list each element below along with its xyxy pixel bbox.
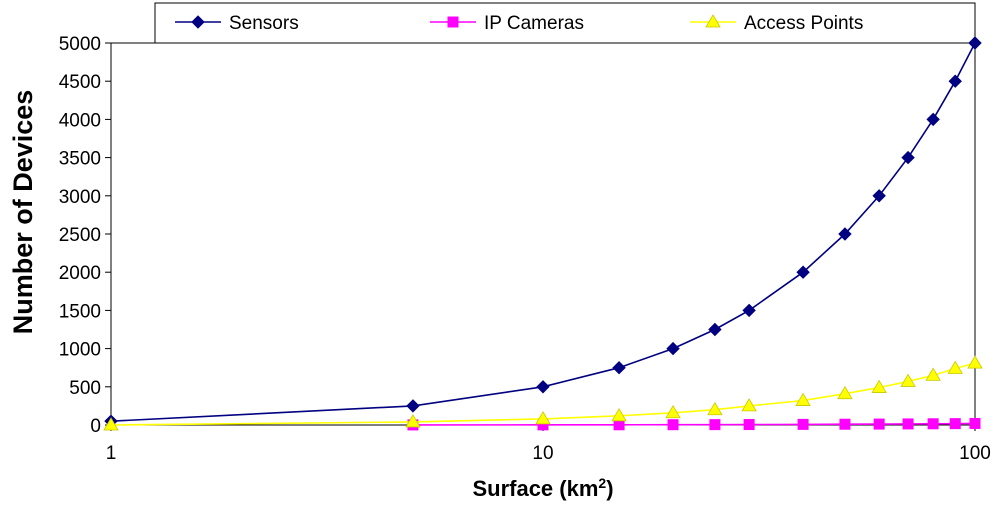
- access-point-marker: [871, 379, 887, 393]
- y-tick-label: 5000: [59, 34, 101, 55]
- legend-label: IP Cameras: [484, 13, 584, 34]
- camera-marker: [667, 419, 679, 431]
- sensor-marker: [536, 380, 550, 394]
- sensor-marker: [666, 341, 680, 356]
- y-tick-label: 1000: [59, 340, 101, 361]
- series-line: [110, 42, 976, 422]
- access-point-marker: [900, 373, 916, 387]
- y-tick-label: 2000: [59, 263, 101, 284]
- sensor-marker: [838, 227, 852, 241]
- access-point-marker: [103, 417, 119, 431]
- access-point-marker: [837, 385, 853, 400]
- legend-item: Sensors: [175, 13, 299, 34]
- legend-label: Access Points: [744, 13, 863, 34]
- sensor-marker: [926, 112, 940, 127]
- camera-marker: [927, 418, 939, 430]
- x-tick-label: 1: [106, 443, 117, 464]
- access-point-marker: [707, 401, 723, 416]
- camera-marker: [709, 419, 721, 431]
- legend-item: IP Cameras: [430, 13, 584, 34]
- sensor-marker: [796, 265, 810, 279]
- access-point-marker: [535, 411, 551, 425]
- access-point-marker: [405, 414, 421, 428]
- sensor-marker: [948, 74, 962, 88]
- access-point-marker: [967, 355, 983, 369]
- y-tick-label: 500: [69, 378, 101, 399]
- camera-marker: [949, 418, 961, 430]
- sensor-marker: [968, 36, 982, 50]
- camera-marker: [613, 419, 625, 431]
- x-tick-label: 100: [959, 443, 991, 464]
- y-tick-label: 3000: [59, 187, 101, 208]
- camera-marker: [969, 417, 981, 429]
- access-point-marker: [665, 404, 681, 419]
- y-tick-label: 4500: [59, 72, 101, 93]
- access-point-marker: [741, 398, 757, 412]
- sensor-marker: [872, 189, 886, 203]
- sensor-marker: [191, 15, 205, 29]
- legend-label: Sensors: [229, 13, 299, 34]
- x-tick-label: 10: [532, 443, 553, 464]
- camera-marker: [447, 16, 459, 28]
- camera-marker: [743, 419, 755, 431]
- series-group: [103, 36, 983, 431]
- series-0: [104, 36, 982, 428]
- y-axis-ticks: 0 500 1000 1500 2000 2500 3000 3500 4000 4500 5000: [59, 34, 111, 437]
- legend: Sensors IP Cameras Access Points: [175, 13, 863, 34]
- sensor-marker: [708, 322, 722, 337]
- y-tick-label: 0: [90, 416, 101, 437]
- access-point-marker: [705, 14, 721, 28]
- camera-marker: [839, 418, 851, 430]
- access-point-marker: [947, 360, 963, 374]
- y-tick-label: 3500: [59, 149, 101, 170]
- y-tick-label: 1500: [59, 301, 101, 322]
- y-axis-title: Number of Devices: [8, 90, 38, 335]
- access-point-marker: [925, 367, 941, 381]
- x-axis-ticks: 1 10 100: [106, 425, 991, 464]
- sensor-marker: [406, 399, 420, 413]
- camera-marker: [902, 418, 914, 430]
- series-2: [103, 355, 983, 431]
- camera-marker: [797, 418, 809, 430]
- x-axis-title: Surface (km2): [472, 475, 613, 501]
- legend-item: Access Points: [690, 13, 863, 34]
- series-1: [407, 417, 981, 431]
- camera-marker: [873, 418, 885, 430]
- y-tick-label: 2500: [59, 225, 101, 246]
- legend-box: [154, 2, 976, 44]
- sensor-marker: [901, 150, 915, 165]
- access-point-marker: [611, 408, 627, 422]
- y-tick-label: 4000: [59, 110, 101, 131]
- sensor-marker: [742, 303, 756, 318]
- access-point-marker: [795, 392, 811, 406]
- sensor-marker: [612, 360, 626, 375]
